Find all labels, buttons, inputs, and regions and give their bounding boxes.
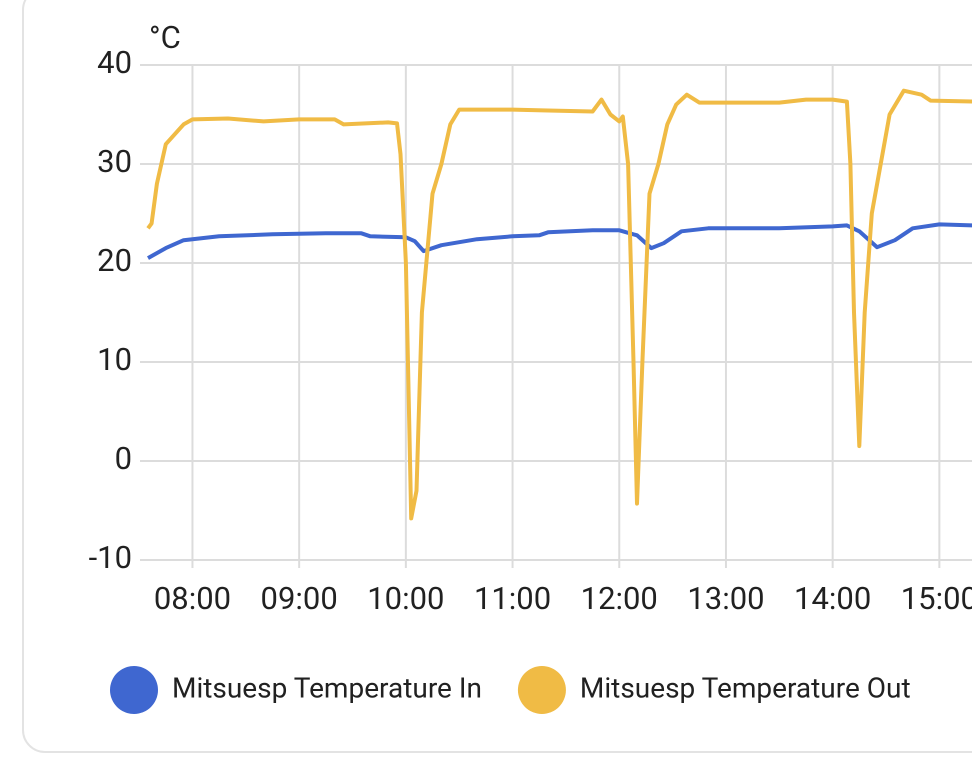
x-tick-label: 10:00 xyxy=(367,580,444,617)
x-tick-label: 08:00 xyxy=(154,580,231,617)
y-tick-label: 0 xyxy=(115,440,132,477)
legend-label: Mitsuesp Temperature Out xyxy=(580,671,911,704)
y-tick-label: 10 xyxy=(97,341,132,378)
legend-label: Mitsuesp Temperature In xyxy=(172,671,482,704)
y-tick-label: -10 xyxy=(89,539,132,576)
legend-marker xyxy=(110,666,158,714)
y-axis-label: °C xyxy=(149,19,181,56)
data-line xyxy=(147,222,972,260)
x-tick-label: 15:00 xyxy=(901,580,972,617)
legend-marker xyxy=(517,666,566,714)
y-tick-label: 30 xyxy=(97,143,132,180)
x-tick-label: 09:00 xyxy=(261,580,338,617)
x-tick-label: 14:00 xyxy=(794,580,871,617)
x-tick-label: 13:00 xyxy=(687,580,764,617)
y-tick-label: 20 xyxy=(97,242,132,279)
x-tick-label: 11:00 xyxy=(474,580,551,617)
y-tick-label: 40 xyxy=(97,44,132,81)
x-tick-label: 12:00 xyxy=(581,580,658,617)
data-line xyxy=(146,88,972,521)
card xyxy=(22,0,972,753)
